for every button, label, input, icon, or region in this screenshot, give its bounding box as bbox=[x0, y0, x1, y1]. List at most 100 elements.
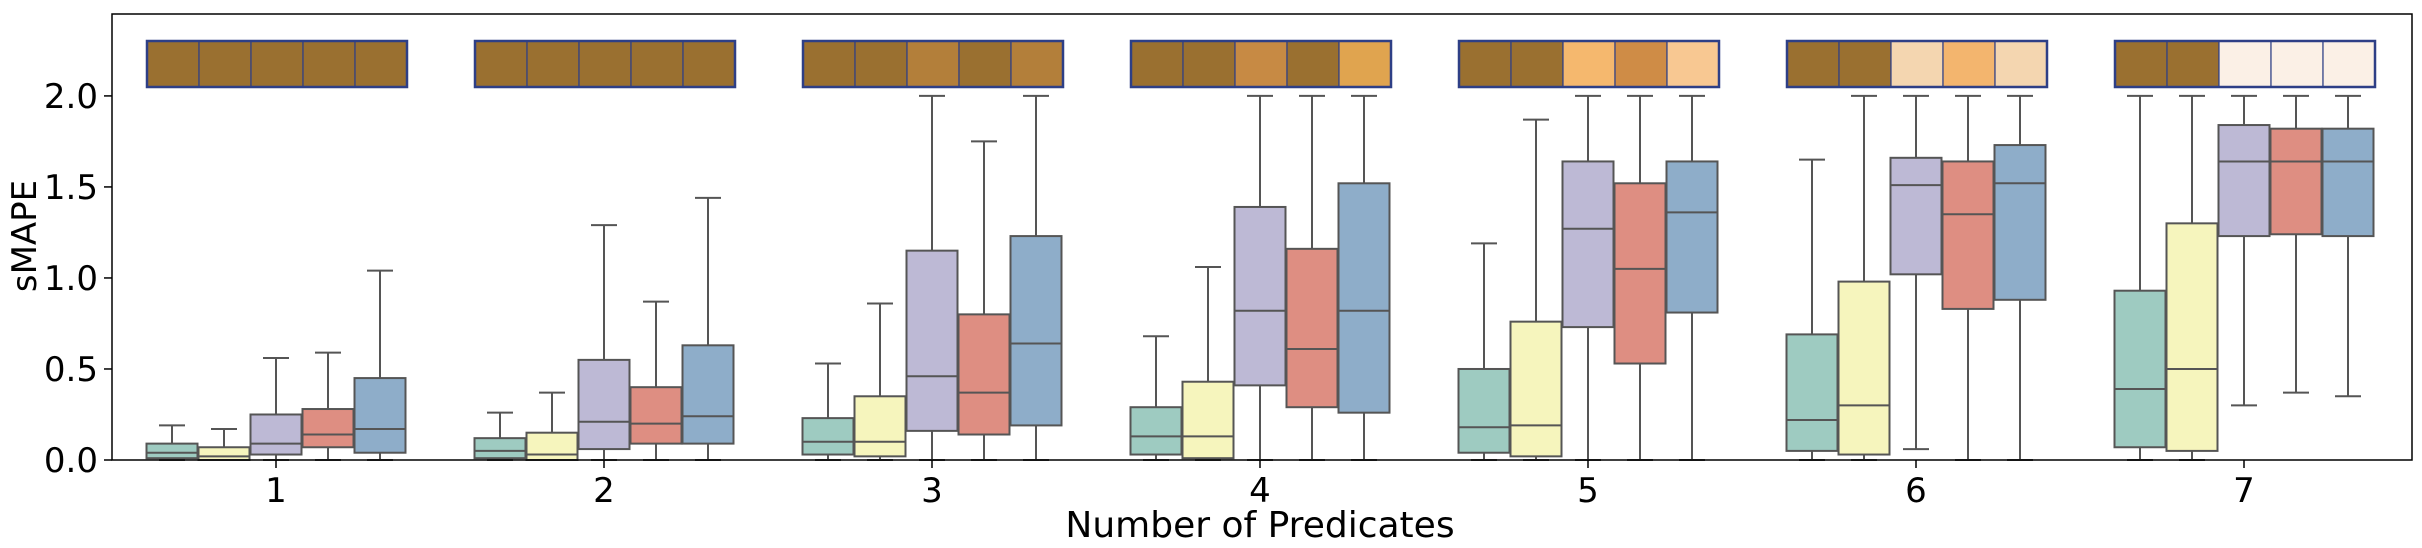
heat-cell bbox=[630, 40, 684, 88]
box bbox=[2269, 127, 2323, 236]
box bbox=[1561, 160, 1615, 329]
heat-cell bbox=[1182, 40, 1236, 88]
box bbox=[1337, 182, 1391, 414]
heat-cell bbox=[1130, 40, 1184, 88]
box bbox=[1665, 160, 1719, 314]
x-axis-label: Number of Predicates bbox=[1065, 505, 1454, 546]
heat-cell bbox=[1942, 40, 1996, 88]
box bbox=[197, 446, 251, 461]
heat-cell bbox=[1838, 40, 1892, 88]
box bbox=[301, 408, 355, 449]
x-tick-label: 7 bbox=[2233, 471, 2255, 511]
heat-cell bbox=[474, 40, 528, 88]
box bbox=[1509, 320, 1563, 458]
group-6 bbox=[1785, 39, 2049, 461]
heat-cell bbox=[2218, 40, 2272, 88]
box bbox=[525, 431, 579, 461]
box bbox=[145, 442, 199, 460]
box bbox=[1613, 182, 1667, 365]
box bbox=[2217, 124, 2271, 238]
heat-cell bbox=[1994, 40, 2048, 88]
box bbox=[1129, 406, 1183, 456]
box bbox=[577, 358, 631, 451]
heat-cell bbox=[802, 40, 856, 88]
y-tick-label: 0.5 bbox=[44, 350, 98, 390]
box bbox=[681, 344, 735, 445]
group-5 bbox=[1457, 39, 1721, 461]
heat-cell bbox=[854, 40, 908, 88]
group-2 bbox=[473, 39, 737, 461]
heat-strip-border bbox=[2113, 39, 2377, 89]
plot-area bbox=[145, 39, 2377, 461]
heat-cell bbox=[1458, 40, 1512, 88]
box bbox=[2321, 127, 2375, 238]
heat-cell bbox=[1286, 40, 1340, 88]
x-tick-label: 2 bbox=[593, 471, 615, 511]
x-tick-label: 4 bbox=[1249, 471, 1271, 511]
box bbox=[1837, 280, 1891, 456]
heat-cell bbox=[1666, 40, 1720, 88]
group-4 bbox=[1129, 39, 1393, 461]
box bbox=[353, 377, 407, 454]
plot-frame bbox=[111, 13, 2413, 461]
heat-strip-border bbox=[145, 39, 409, 89]
heat-strip-border bbox=[1457, 39, 1721, 89]
box bbox=[801, 417, 855, 456]
y-tick-label: 0.0 bbox=[44, 441, 98, 481]
heat-cell bbox=[1890, 40, 1944, 88]
heat-cell bbox=[958, 40, 1012, 88]
heat-strip-border bbox=[801, 39, 1065, 89]
heat-strip-border bbox=[473, 39, 737, 89]
box bbox=[2165, 222, 2219, 452]
heat-cell bbox=[2166, 40, 2220, 88]
heat-strip-border bbox=[1785, 39, 2049, 89]
x-tick-label: 3 bbox=[921, 471, 943, 511]
x-tick-label: 6 bbox=[1905, 471, 1927, 511]
heat-cell bbox=[578, 40, 632, 88]
box bbox=[1457, 367, 1511, 454]
y-tick-label: 2.0 bbox=[44, 77, 98, 117]
heat-cell bbox=[526, 40, 580, 88]
y-tick-label: 1.0 bbox=[44, 259, 98, 299]
y-tick-label: 1.5 bbox=[44, 168, 98, 208]
heat-cell bbox=[1510, 40, 1564, 88]
heat-cell bbox=[1338, 40, 1392, 88]
heat-cell bbox=[2322, 40, 2376, 88]
box bbox=[249, 413, 303, 456]
box bbox=[957, 313, 1011, 436]
box bbox=[1941, 160, 1995, 310]
group-3 bbox=[801, 39, 1065, 461]
x-tick-label: 5 bbox=[1577, 471, 1599, 511]
x-tick-label: 1 bbox=[265, 471, 287, 511]
box bbox=[853, 395, 907, 458]
box bbox=[1889, 156, 1943, 276]
heat-cell bbox=[1562, 40, 1616, 88]
heat-cell bbox=[354, 40, 408, 88]
heat-cell bbox=[1786, 40, 1840, 88]
heat-cell bbox=[250, 40, 304, 88]
group-7 bbox=[2113, 39, 2377, 461]
axes: sMAPE Number of Predicates 0.0 0.5 1.0 1.5 2… bbox=[5, 13, 2413, 546]
box bbox=[1009, 235, 1063, 427]
box bbox=[1285, 247, 1339, 409]
heat-cell bbox=[2114, 40, 2168, 88]
box bbox=[629, 386, 683, 445]
heat-cell bbox=[906, 40, 960, 88]
box bbox=[1993, 144, 2047, 301]
box bbox=[1233, 205, 1287, 387]
box bbox=[905, 249, 959, 432]
box bbox=[473, 437, 527, 460]
heat-cell bbox=[146, 40, 200, 88]
y-axis-label: sMAPE bbox=[5, 180, 45, 292]
heat-cell bbox=[302, 40, 356, 88]
box bbox=[2113, 289, 2167, 449]
box bbox=[1785, 333, 1839, 452]
group-1 bbox=[145, 39, 409, 461]
heat-cell bbox=[198, 40, 252, 88]
heat-cell bbox=[1234, 40, 1288, 88]
heat-strip-border bbox=[1129, 39, 1393, 89]
heat-cell bbox=[1614, 40, 1668, 88]
heat-cell bbox=[2270, 40, 2324, 88]
heat-cell bbox=[1010, 40, 1064, 88]
